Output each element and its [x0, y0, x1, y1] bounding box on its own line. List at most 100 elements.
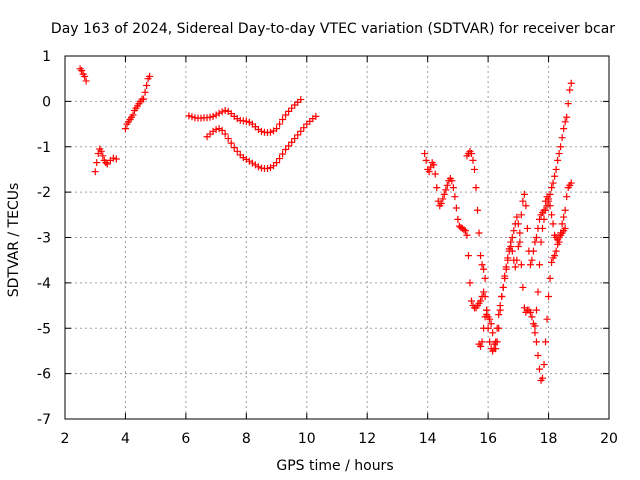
- data-point: [555, 150, 563, 158]
- data-point: [78, 67, 86, 75]
- data-point: [112, 155, 120, 163]
- data-point: [543, 315, 551, 323]
- data-point: [563, 113, 571, 121]
- y-tick-label: -1: [37, 140, 51, 156]
- data-point: [291, 135, 299, 143]
- data-point: [505, 245, 513, 253]
- data-point: [532, 338, 540, 346]
- data-point: [276, 155, 284, 163]
- data-point: [300, 124, 308, 132]
- data-point: [551, 172, 559, 180]
- y-tick-label: 0: [42, 94, 51, 110]
- x-tick-label: 20: [600, 431, 618, 447]
- data-point: [545, 292, 553, 300]
- data-point: [312, 112, 320, 120]
- data-point: [294, 131, 302, 139]
- data-point: [469, 156, 477, 164]
- data-point: [467, 150, 475, 158]
- data-point: [549, 220, 557, 228]
- data-point: [539, 224, 547, 232]
- data-point: [288, 138, 296, 146]
- data-point: [496, 306, 504, 314]
- grid: [65, 56, 609, 419]
- y-tick-label: 1: [42, 49, 51, 65]
- data-point: [218, 108, 226, 116]
- series-s9: [531, 79, 575, 330]
- data-point: [215, 109, 223, 117]
- data-point: [548, 211, 556, 219]
- data-point: [534, 288, 542, 296]
- data-point: [146, 72, 154, 80]
- data-point: [224, 135, 232, 143]
- data-point: [297, 96, 305, 104]
- data-point: [514, 220, 522, 228]
- data-point: [463, 231, 471, 239]
- data-point: [532, 234, 540, 241]
- data-point: [520, 190, 528, 198]
- data-point: [279, 116, 287, 124]
- x-tick-label: 4: [121, 431, 130, 447]
- data-point: [454, 215, 462, 223]
- data-point: [433, 184, 441, 192]
- data-point: [542, 338, 550, 346]
- data-point: [566, 86, 574, 94]
- data-point: [555, 238, 563, 246]
- data-point: [478, 261, 486, 269]
- data-point: [532, 306, 540, 314]
- data-point: [528, 313, 536, 321]
- x-tick-label: 14: [419, 431, 437, 447]
- data-point: [561, 224, 569, 232]
- data-point: [519, 197, 527, 205]
- data-point: [540, 215, 548, 223]
- data-point: [549, 179, 557, 187]
- data-point: [270, 162, 278, 170]
- data-point: [209, 112, 217, 120]
- data-point: [514, 243, 522, 251]
- data-point: [561, 206, 569, 214]
- data-point: [563, 193, 571, 201]
- data-point: [430, 161, 438, 169]
- data-point: [543, 202, 551, 210]
- data-point: [499, 283, 507, 291]
- x-tick-label: 16: [479, 431, 497, 447]
- data-point: [477, 297, 485, 305]
- data-point: [425, 168, 433, 176]
- series-s1: [76, 65, 90, 85]
- data-point: [285, 142, 293, 150]
- data-point: [185, 112, 193, 120]
- data-point: [516, 238, 524, 246]
- x-tick-label: 6: [181, 431, 190, 447]
- data-point: [437, 199, 445, 207]
- data-point: [528, 256, 536, 264]
- data-point: [472, 184, 480, 192]
- data-point: [480, 288, 488, 296]
- data-point: [443, 181, 451, 189]
- data-point: [103, 160, 111, 168]
- y-tick-label: -7: [37, 412, 51, 428]
- data-point: [545, 197, 553, 205]
- data-point: [471, 165, 479, 173]
- data-point: [467, 297, 475, 305]
- series-s3: [121, 72, 154, 133]
- data-point: [218, 126, 226, 134]
- data-point: [431, 170, 439, 178]
- data-point: [475, 229, 483, 237]
- y-axis-label: SDTVAR / TECUs: [6, 183, 22, 298]
- data-point: [511, 263, 519, 271]
- data-point: [517, 211, 525, 219]
- data-point: [227, 139, 235, 147]
- data-point: [121, 125, 129, 133]
- data-marks: [76, 65, 575, 384]
- data-point: [558, 220, 566, 228]
- y-tick-label: -2: [37, 185, 51, 201]
- data-point: [460, 226, 468, 234]
- data-point: [486, 338, 494, 346]
- data-point: [560, 125, 568, 133]
- data-point: [534, 351, 542, 359]
- data-point: [474, 206, 482, 214]
- data-point: [82, 77, 90, 85]
- data-point: [561, 118, 569, 126]
- data-point: [478, 338, 486, 346]
